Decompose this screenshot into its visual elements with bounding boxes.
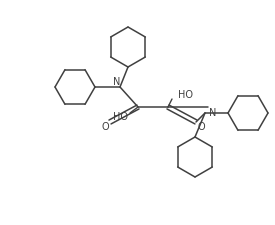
Text: N: N	[113, 77, 121, 87]
Text: O: O	[101, 122, 109, 132]
Text: HO: HO	[178, 90, 193, 100]
Text: HO: HO	[112, 112, 128, 122]
Text: O: O	[197, 122, 205, 132]
Text: N: N	[209, 108, 216, 118]
